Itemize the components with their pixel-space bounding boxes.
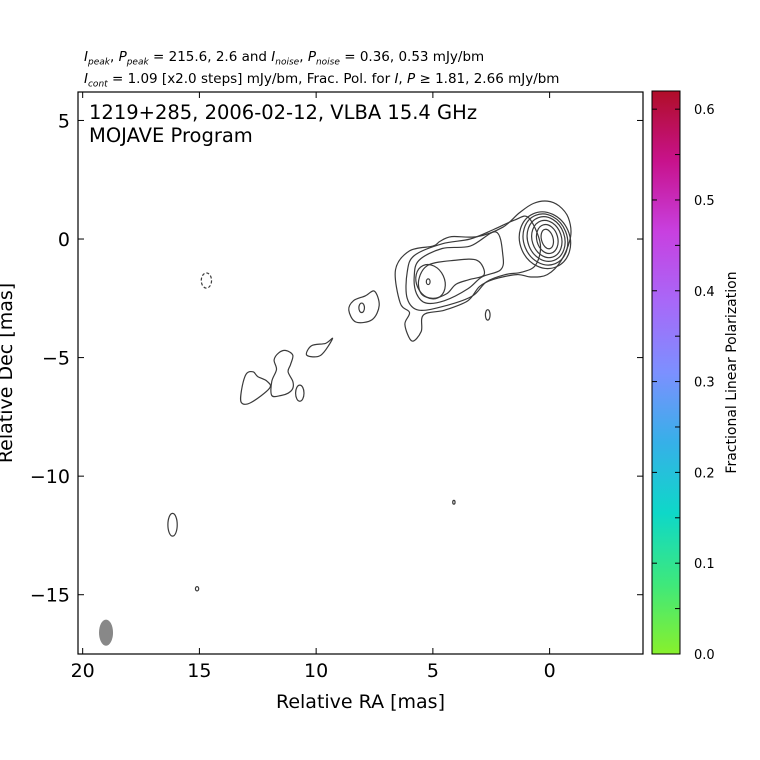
x-tick-label: 10 [304,660,328,682]
beam-ellipse [99,619,114,646]
blob-contour-6 [194,586,200,592]
plot-contents [99,200,572,646]
chart-title-line1: 1219+285, 2006-02-12, VLBA 15.4 GHz [89,101,477,124]
chart-title-line2: MOJAVE Program [89,124,253,147]
knot-contour-2 [270,349,294,398]
blob-contour-4 [200,272,213,289]
jet-contour-2 [413,231,505,305]
p-noise-subscript: noise [315,57,340,68]
colorbar-gradient [651,90,681,655]
core-contour-4 [522,213,569,266]
y-tick-label: 0 [58,229,70,251]
y-tick-label: −15 [30,585,70,607]
core-contour-0 [540,228,555,250]
x-tick-label: 15 [187,660,211,682]
header-contour-info: Icont = 1.09 [x2.0 steps] mJy/bm, Frac. … [84,71,560,90]
jet-contour-0 [394,200,572,342]
colorbar-label: Fractional Linear Polarization [724,271,740,473]
plot-frame [77,91,644,655]
knot-contour-3 [239,370,272,405]
blob-contour-5 [167,512,178,537]
blob-contour-7 [452,499,456,505]
colorbar-tick-label: 0.3 [694,376,715,391]
jet-contour-3 [417,258,486,299]
contour-text: = 1.09 [x2.0 steps] mJy/bm, Frac. Pol. f… [111,71,391,87]
i-cont-subscript: cont [87,79,108,90]
p-peak-subscript: peak [126,57,149,68]
blob-contour-1 [425,278,431,286]
frac-pol-threshold: 1.81, 2.66 mJy/bm [435,71,560,87]
y-tick-label: 5 [58,110,70,132]
core-contour-3 [526,216,566,262]
colorbar-tick-label: 0.4 [694,285,715,300]
x-tick-label: 0 [544,660,556,682]
header-peak-noise: Ipeak, Ppeak = 215.6, 2.6 and Inoise, Pn… [84,49,485,68]
jet-contour-1 [405,215,542,312]
y-axis-label: Relative Dec [mas] [0,283,17,463]
y-tick-label: −5 [42,348,70,370]
noise-values: 0.36, 0.53 mJy/bm [359,49,485,65]
i-noise-subscript: noise [275,57,300,68]
plot-area: 20 15 10 5 0 5 0 −5 −10 −15 Relative RA [mas] Relat… [0,91,644,713]
colorbar: 0.0 0.1 0.2 0.3 0.4 0.5 0.6 Fractional Linear P… [651,90,740,663]
colorbar-tick-label: 0.0 [694,648,715,663]
colorbar-tick-label: 0.1 [694,557,715,572]
knot-contour-0 [348,290,380,324]
knot-contour-1 [305,337,334,358]
core-contour-5 [518,211,572,270]
blob-contour-8 [294,384,305,402]
y-tick-label: −10 [30,466,70,488]
colorbar-tick-label: 0.6 [694,103,715,118]
x-tick-label: 5 [427,660,439,682]
colorbar-tick-label: 0.5 [694,194,715,209]
blob-contour-2 [358,302,366,314]
i-peak-subscript: peak [87,57,110,68]
x-axis-label: Relative RA [mas] [276,691,445,713]
colorbar-tick-label: 0.2 [694,466,715,481]
peak-values: 215.6, 2.6 [168,49,238,65]
x-tick-label: 20 [71,660,95,682]
core-contour-1 [535,223,559,255]
core-contour-2 [531,219,563,259]
blob-contour-0 [415,263,446,300]
blob-contour-3 [484,309,491,321]
